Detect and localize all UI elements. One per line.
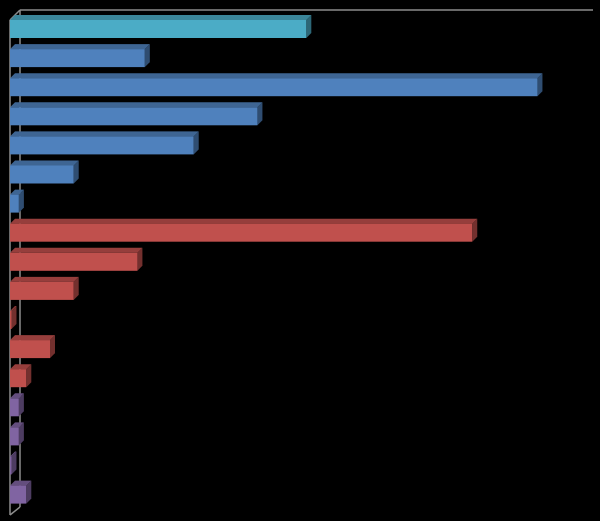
bar-10 bbox=[10, 276, 79, 300]
bar-3 bbox=[10, 73, 543, 97]
bar-front-face bbox=[10, 252, 138, 271]
bar-top-face bbox=[10, 15, 312, 20]
bar-top-face bbox=[10, 160, 79, 166]
bar-front-face bbox=[10, 398, 19, 417]
bar-side-face bbox=[537, 73, 543, 97]
bar-15 bbox=[10, 422, 24, 446]
bar-16 bbox=[10, 451, 17, 475]
bar-top-face bbox=[10, 393, 24, 399]
bar-front-face bbox=[10, 49, 145, 68]
bar-9 bbox=[10, 247, 143, 271]
bar-side-face bbox=[257, 102, 263, 126]
bar-front-face bbox=[10, 340, 51, 359]
bar-top-face bbox=[10, 480, 32, 486]
bar-top-face bbox=[10, 335, 56, 341]
bar-side-face bbox=[144, 44, 150, 68]
bar-front-face bbox=[10, 456, 12, 475]
bar-13 bbox=[10, 364, 32, 388]
bar-17 bbox=[10, 480, 32, 504]
bar-6 bbox=[10, 160, 79, 184]
bar-front-face bbox=[10, 78, 538, 97]
bar-11 bbox=[10, 306, 17, 329]
bar-front-face bbox=[10, 311, 12, 329]
bar-5 bbox=[10, 131, 199, 155]
bar-side-face bbox=[193, 131, 199, 155]
axis-bottom-slant bbox=[9, 506, 21, 516]
bar-front-face bbox=[10, 136, 194, 155]
bar-side-face bbox=[137, 247, 143, 271]
bar-top-face bbox=[10, 189, 24, 195]
bar-front-face bbox=[10, 369, 27, 388]
bar-top-face bbox=[10, 451, 17, 457]
bar-side-face bbox=[18, 393, 24, 417]
bar-top-face bbox=[10, 422, 24, 428]
bar-side-face bbox=[306, 15, 312, 38]
bar-side-face bbox=[11, 451, 17, 475]
bar-front-face bbox=[10, 107, 258, 126]
bar-top-face bbox=[10, 276, 79, 282]
bar-side-face bbox=[26, 480, 32, 504]
bar-side-face bbox=[18, 422, 24, 446]
bar-top-face bbox=[10, 364, 32, 370]
bar-top-face bbox=[10, 131, 199, 137]
bar-front-face bbox=[10, 223, 473, 242]
bar-2 bbox=[10, 44, 150, 68]
bar-top-face bbox=[10, 73, 543, 79]
bar-side-face bbox=[472, 218, 478, 242]
bar-front-face bbox=[10, 194, 19, 213]
bar-4 bbox=[10, 102, 263, 126]
chart-bars bbox=[10, 15, 543, 504]
bar-side-face bbox=[50, 335, 56, 359]
bar-side-face bbox=[73, 160, 79, 184]
bar-front-face bbox=[10, 165, 74, 184]
bar-12 bbox=[10, 335, 56, 359]
bar-side-face bbox=[18, 189, 24, 213]
bar-side-face bbox=[11, 306, 17, 329]
bar-side-face bbox=[73, 276, 79, 300]
bar-top-face bbox=[10, 218, 478, 224]
bar-front-face bbox=[10, 20, 307, 38]
bar-front-face bbox=[10, 281, 74, 300]
bar-top-face bbox=[10, 44, 150, 50]
bar-front-face bbox=[10, 427, 19, 446]
bar-7 bbox=[10, 189, 24, 213]
bar-top-face bbox=[10, 102, 263, 108]
bar-top-face bbox=[10, 247, 143, 253]
bar-side-face bbox=[26, 364, 32, 388]
bar-front-face bbox=[10, 485, 27, 504]
bar-8 bbox=[10, 218, 478, 242]
bar-top-face bbox=[10, 306, 17, 311]
bar-1 bbox=[10, 15, 312, 38]
bar-14 bbox=[10, 393, 24, 417]
